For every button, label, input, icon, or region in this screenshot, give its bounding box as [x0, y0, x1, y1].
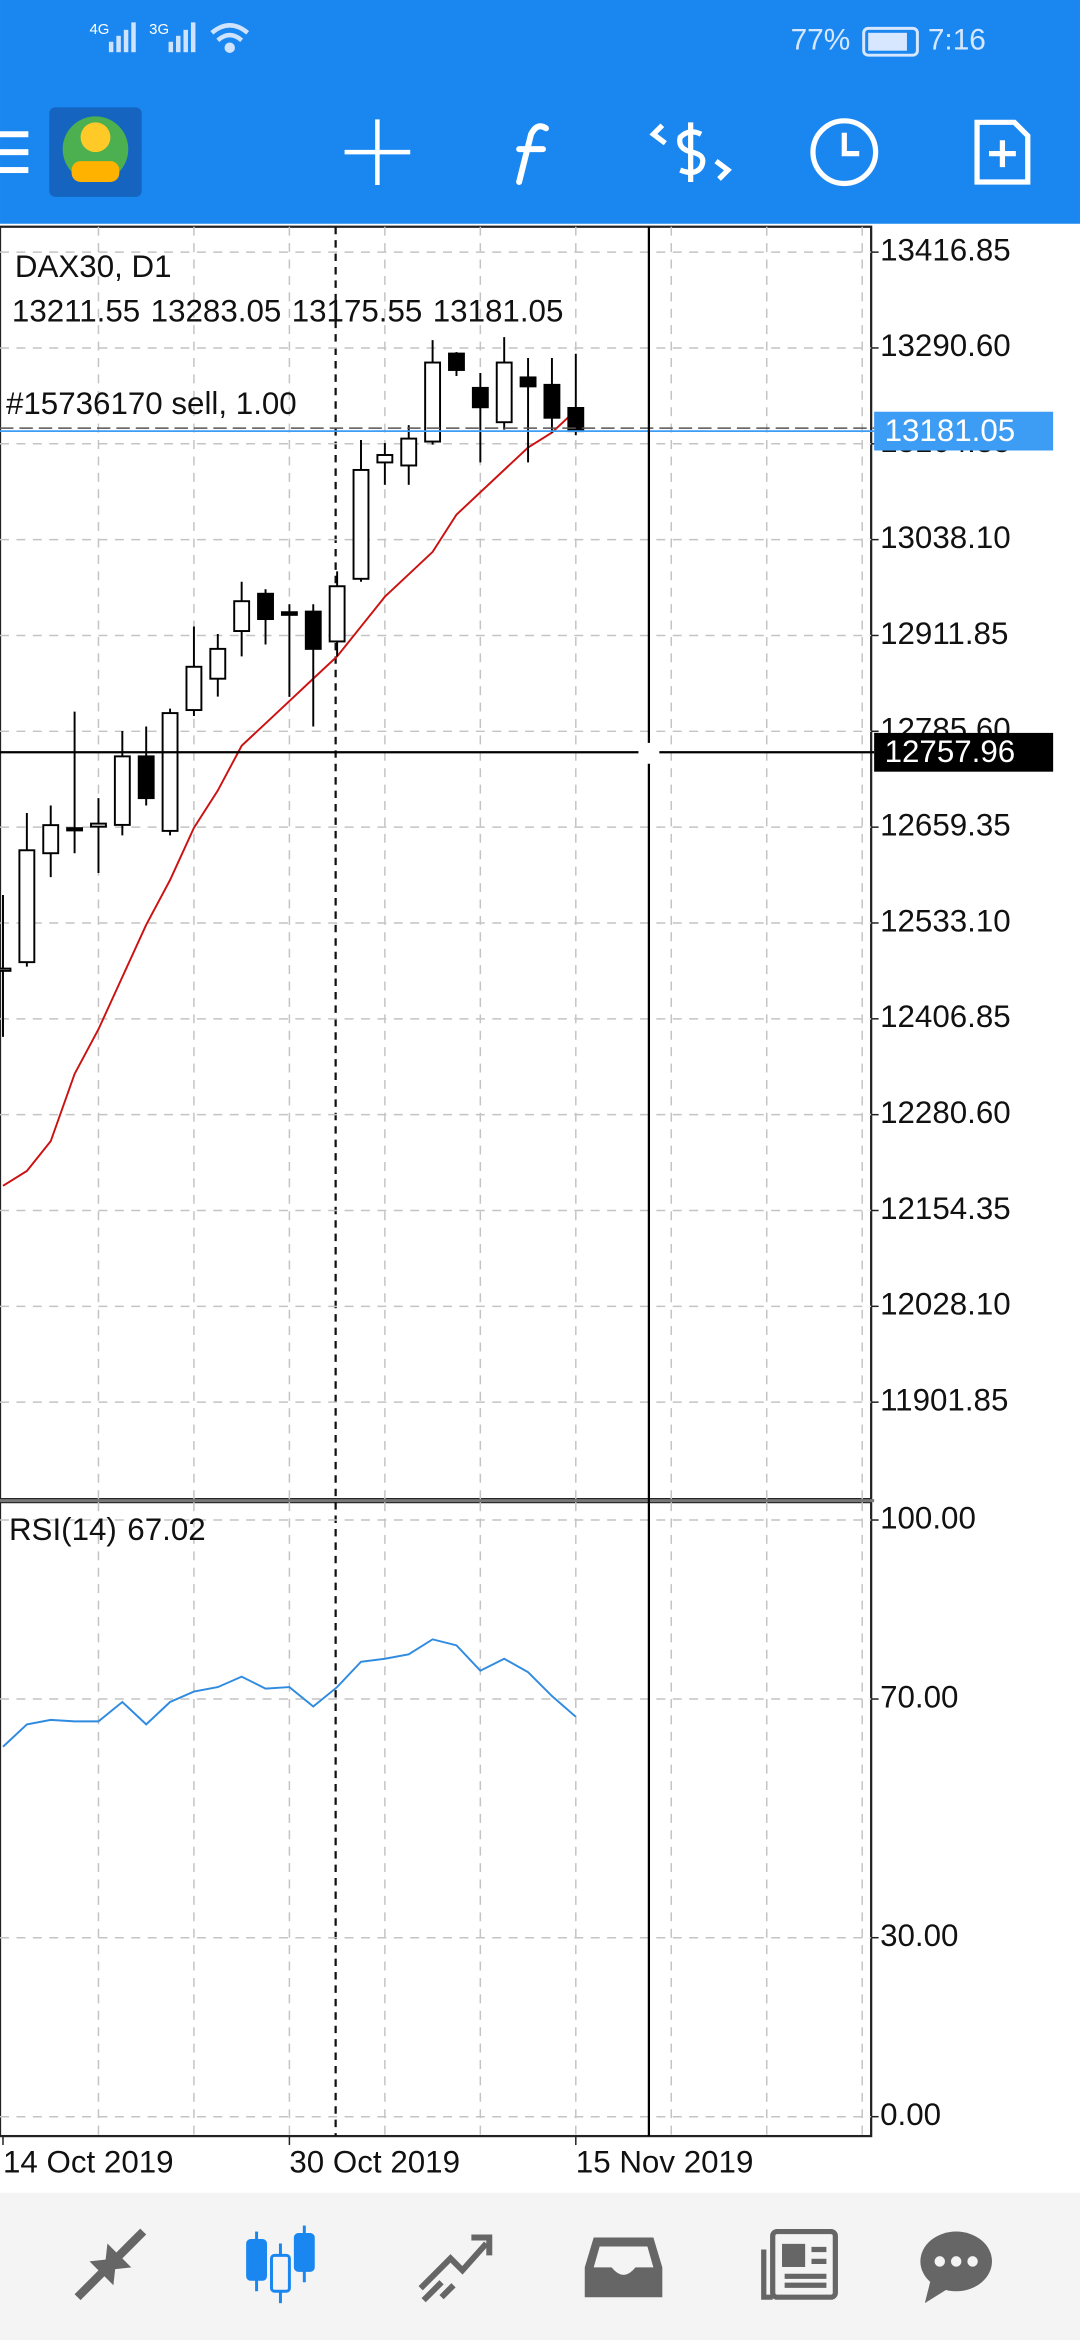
y-tick-label: 12154.35 — [880, 1191, 1011, 1226]
candle-body — [257, 592, 274, 621]
candle-body — [424, 361, 442, 443]
ohlc-readout: 13211.55 13283.05 13175.55 13181.05 — [12, 294, 563, 329]
order-label: #15736170 sell, 1.00 — [6, 386, 297, 421]
candle-body — [90, 822, 107, 828]
rsi-frame — [0, 1501, 873, 2138]
plot — [0, 226, 875, 2137]
y-tick-label: 12533.10 — [880, 903, 1011, 938]
crosshair-button[interactable] — [344, 119, 411, 185]
candle-body — [233, 600, 251, 633]
wifi-icon — [210, 23, 250, 53]
crosshair-price: 12757.96 — [885, 734, 1016, 769]
candle-body — [137, 755, 155, 800]
signal-icon — [168, 22, 196, 53]
battery-level: 77% — [791, 24, 851, 57]
chart-title: DAX30, D1 — [15, 249, 172, 284]
candle-body — [0, 967, 12, 972]
battery-fill — [868, 32, 907, 51]
ohlc-value: 13181.05 — [433, 294, 564, 329]
indicators-button[interactable] — [516, 123, 549, 185]
new-order-button[interactable] — [974, 119, 1031, 185]
indicator-name: RSI(14) — [9, 1512, 117, 1547]
rsi-value: 67.02 — [127, 1512, 205, 1547]
y-tick-label: 0.00 — [880, 2097, 941, 2132]
y-tick-label: 70.00 — [880, 1679, 958, 1714]
news-tab[interactable] — [761, 2228, 838, 2300]
rsi-title: RSI(14) 67.02 — [9, 1512, 206, 1547]
candle-body — [543, 383, 561, 419]
candle-body — [185, 665, 203, 712]
y-tick-label: 12659.35 — [880, 807, 1011, 842]
main-chart-frame — [0, 225, 873, 1501]
signal-icon — [108, 22, 136, 53]
candle-body — [400, 437, 418, 467]
rsi-line — [2, 1638, 577, 1748]
y-tick-label: 12406.85 — [880, 999, 1011, 1034]
menu-button[interactable] — [0, 131, 29, 174]
candle-body — [471, 386, 489, 409]
y-tick-label: 12280.60 — [880, 1095, 1011, 1130]
moving-average — [2, 409, 577, 1187]
candle-body — [328, 585, 346, 643]
candle-body — [161, 712, 179, 832]
candle-body — [352, 468, 370, 580]
y-tick-label: 11901.85 — [880, 1382, 1008, 1417]
y-tick-label: 12911.85 — [880, 616, 1008, 651]
candle-body — [495, 361, 513, 424]
chart-tab[interactable] — [246, 2225, 315, 2304]
signal-label: 4G — [90, 22, 110, 38]
y-tick-label: 13416.85 — [880, 232, 1011, 267]
candle-body — [280, 611, 298, 616]
signal-label: 3G — [149, 22, 169, 38]
bottom-nav — [0, 2192, 1080, 2340]
battery-icon — [862, 26, 919, 57]
candle-body — [209, 647, 227, 680]
ohlc-value: 13175.55 — [292, 294, 423, 329]
y-tick-label: 13038.10 — [880, 520, 1011, 555]
clock: 7:16 — [928, 24, 986, 57]
candle-body — [42, 824, 60, 855]
trade-button[interactable] — [649, 122, 732, 182]
candle-body — [519, 376, 537, 388]
candle-body — [113, 755, 131, 826]
history-tab[interactable] — [584, 2237, 663, 2298]
bid-price: 13181.05 — [885, 413, 1016, 448]
bid-price-box — [874, 411, 1054, 451]
crosshair-price-box — [874, 732, 1054, 772]
ohlc-value: 13211.55 — [12, 294, 140, 329]
trade-tab[interactable] — [418, 2234, 493, 2303]
candle-body — [304, 610, 322, 650]
y-tick-label: 100.00 — [880, 1500, 976, 1535]
x-tick-label: 30 Oct 2019 — [289, 2145, 460, 2180]
quotes-tab[interactable] — [74, 2228, 147, 2301]
candle-body — [448, 352, 465, 371]
x-tick-label: 15 Nov 2019 — [576, 2145, 754, 2180]
y-tick-label: 13290.60 — [880, 328, 1011, 363]
ohlc-value: 13283.05 — [151, 294, 282, 329]
timeframe-button[interactable] — [810, 118, 879, 187]
candle-body — [376, 454, 394, 464]
y-tick-label: 12028.10 — [880, 1287, 1011, 1322]
candle-body — [66, 827, 84, 832]
candle-body — [18, 849, 36, 964]
app-logo — [49, 107, 142, 197]
chat-tab[interactable] — [920, 2231, 992, 2304]
x-tick-label: 14 Oct 2019 — [3, 2145, 174, 2180]
y-tick-label: 30.00 — [880, 1918, 958, 1953]
